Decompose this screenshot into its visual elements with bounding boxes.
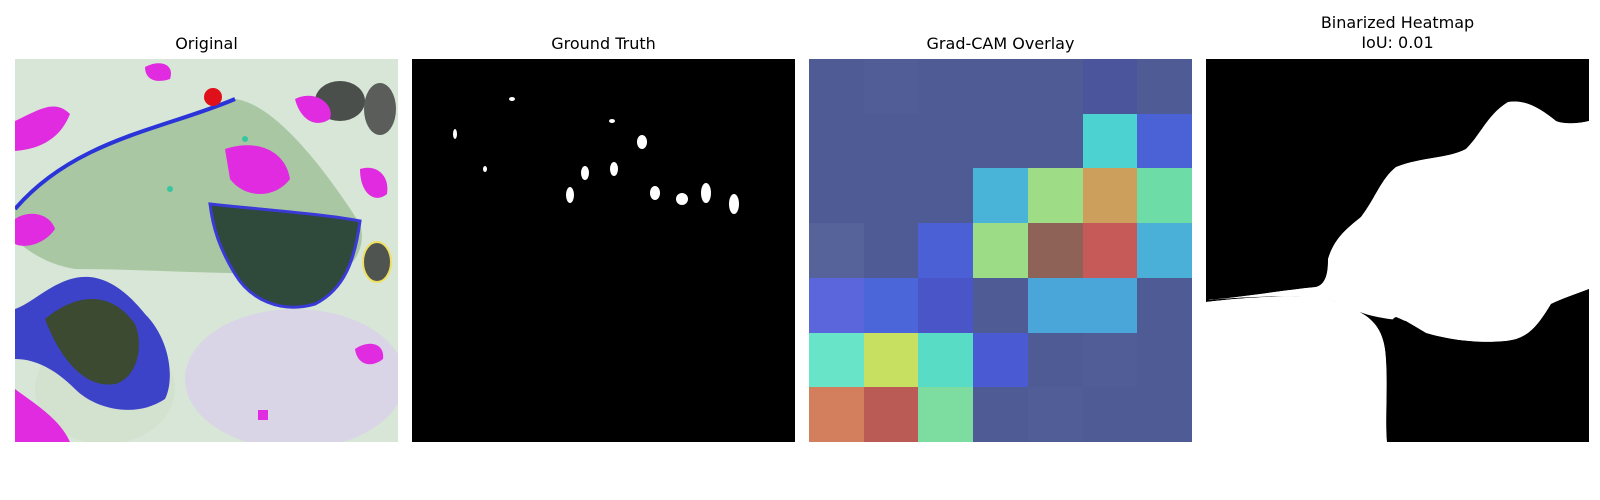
gradcam-cell [1137, 333, 1192, 387]
gradcam-cell [864, 59, 918, 114]
gradcam-overlay-image [809, 59, 1192, 442]
gradcam-cell [809, 387, 864, 442]
ground-truth-panel: Ground Truth [412, 0, 795, 442]
gradcam-cell [809, 59, 864, 114]
binarized-panel: Binarized Heatmap IoU: 0.01 [1206, 0, 1589, 442]
gradcam-cell [1083, 114, 1137, 168]
ground-truth-image [412, 59, 795, 442]
gradcam-cell [864, 278, 918, 333]
gradcam-cell [809, 333, 864, 387]
gradcam-panel: Grad-CAM Overlay [809, 0, 1192, 442]
gradcam-cell [973, 59, 1028, 114]
original-image [15, 59, 398, 442]
gradcam-title: Grad-CAM Overlay [926, 34, 1075, 53]
binarized-heatmap-image [1206, 59, 1589, 442]
gradcam-cell [864, 168, 918, 223]
gradcam-cell [1083, 168, 1137, 223]
binarized-title: Binarized Heatmap [1320, 13, 1475, 32]
gradcam-cell [1137, 114, 1192, 168]
gradcam-cell [864, 387, 918, 442]
gradcam-cell [1028, 59, 1083, 114]
gradcam-cell [1028, 278, 1083, 333]
gradcam-cell [1028, 114, 1083, 168]
gradcam-cell [864, 223, 918, 278]
gradcam-cell [918, 168, 973, 223]
gradcam-cell [1083, 59, 1137, 114]
gradcam-cell [918, 114, 973, 168]
gradcam-cell [1137, 387, 1192, 442]
gradcam-cell [973, 387, 1028, 442]
gradcam-cell [809, 278, 864, 333]
gradcam-cell [918, 223, 973, 278]
gradcam-cell [973, 168, 1028, 223]
gradcam-cell [1083, 223, 1137, 278]
gradcam-cell [809, 223, 864, 278]
ground-truth-title: Ground Truth [551, 34, 656, 53]
gradcam-cell [1137, 223, 1192, 278]
gradcam-cell [1028, 333, 1083, 387]
gradcam-cell [973, 114, 1028, 168]
gradcam-cell [973, 278, 1028, 333]
gradcam-cell [1137, 278, 1192, 333]
original-title: Original [175, 34, 238, 53]
gradcam-cell [1137, 59, 1192, 114]
gradcam-cell [918, 59, 973, 114]
gradcam-cell [918, 387, 973, 442]
iou-label: IoU: 0.01 [1361, 33, 1434, 52]
gradcam-cell [918, 333, 973, 387]
gradcam-cell [809, 168, 864, 223]
gradcam-cell [973, 223, 1028, 278]
gradcam-cell [1083, 333, 1137, 387]
gradcam-cell [1083, 278, 1137, 333]
gradcam-cell [864, 114, 918, 168]
gradcam-cell [918, 278, 973, 333]
gradcam-cell [1083, 387, 1137, 442]
gradcam-cell [864, 333, 918, 387]
gradcam-cell [1028, 223, 1083, 278]
gradcam-cell [1028, 168, 1083, 223]
original-panel: Original [15, 0, 398, 442]
gradcam-cell [1028, 387, 1083, 442]
gradcam-cell [809, 114, 864, 168]
gradcam-cell [1137, 168, 1192, 223]
gradcam-cell [973, 333, 1028, 387]
